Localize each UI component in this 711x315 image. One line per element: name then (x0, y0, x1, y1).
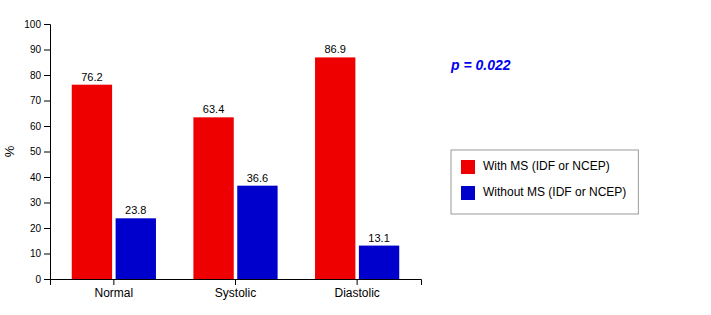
tick-mark (44, 75, 50, 76)
tick: 70 (30, 95, 50, 106)
tick: Normal (95, 279, 134, 300)
tick: 100 (24, 19, 50, 30)
tick: 60 (30, 121, 50, 132)
axis-line (51, 280, 422, 286)
tick: 90 (30, 44, 50, 55)
annotation: p = 0.022 (450, 57, 511, 73)
legend-frame (451, 150, 638, 214)
tick-mark (44, 50, 50, 51)
tick-label: 90 (30, 44, 42, 55)
tick: 30 (30, 197, 50, 208)
tick: 80 (30, 70, 50, 81)
tick-mark (44, 254, 50, 255)
tick-mark (44, 101, 50, 102)
tick-label: 40 (30, 172, 42, 183)
x-axis: Normal Systolic Diastolic (51, 279, 422, 300)
bar (193, 117, 233, 279)
tick-label: 60 (30, 121, 42, 132)
tick-mark (44, 24, 50, 25)
tick: 0 (35, 274, 50, 285)
tick: Systolic (215, 279, 256, 300)
tick-label: Diastolic (334, 286, 379, 300)
y-axis-title: % (2, 145, 17, 157)
tick-mark (44, 152, 50, 153)
legend-item: Without MS (IDF or NCEP) (461, 185, 626, 200)
tick: Diastolic (334, 279, 379, 300)
legend-label: With MS (IDF or NCEP) (483, 159, 610, 173)
tick-label: 20 (30, 223, 42, 234)
tick-label: 100 (24, 19, 41, 30)
data-label: 63.4 (203, 103, 224, 115)
chart: 0 10 20 30 40 50 60 70 80 90 100 Normal Systolic Dias… (0, 0, 711, 315)
plot: 0 10 20 30 40 50 60 70 80 90 100 Normal Systolic Dias… (24, 19, 421, 300)
data-label: 23.8 (125, 204, 146, 216)
tick-label: Systolic (215, 286, 256, 300)
legend-label: Without MS (IDF or NCEP) (483, 185, 626, 199)
bars (72, 57, 399, 279)
tick-mark (44, 228, 50, 229)
tick-label: 70 (30, 95, 42, 106)
y-axis: 0 10 20 30 40 50 60 70 80 90 100 (24, 19, 50, 285)
tick: 40 (30, 172, 50, 183)
bar (72, 85, 112, 279)
bar (237, 186, 277, 279)
tick: 50 (30, 146, 50, 157)
data-labels: 76.2 63.4 86.9 23.8 36.6 13.1 (81, 43, 390, 243)
tick-mark (113, 279, 114, 285)
data-label: 76.2 (81, 71, 102, 83)
data-label: 13.1 (368, 232, 389, 244)
tick-mark (44, 177, 50, 178)
tick-mark (44, 279, 50, 280)
bar (315, 57, 355, 279)
tick-label: 10 (30, 248, 42, 259)
data-label: 36.6 (247, 172, 268, 184)
bar (116, 218, 156, 279)
tick-mark (235, 279, 236, 285)
tick-label: Normal (95, 286, 134, 300)
data-label: 86.9 (324, 43, 345, 55)
tick-label: 0 (35, 274, 41, 285)
tick: 10 (30, 248, 50, 259)
tick-label: 30 (30, 197, 42, 208)
legend-swatch (461, 186, 475, 200)
tick-mark (44, 126, 50, 127)
tick: 20 (30, 223, 50, 234)
tick-label: 50 (30, 146, 42, 157)
tick-mark (357, 279, 358, 285)
tick-mark (44, 203, 50, 204)
axis-line (44, 25, 51, 280)
tick-label: 80 (30, 70, 42, 81)
legend-swatch (461, 160, 475, 174)
legend-item: With MS (IDF or NCEP) (461, 159, 610, 174)
legend: With MS (IDF or NCEP) Without MS (IDF or … (451, 150, 638, 214)
bar (359, 246, 399, 279)
